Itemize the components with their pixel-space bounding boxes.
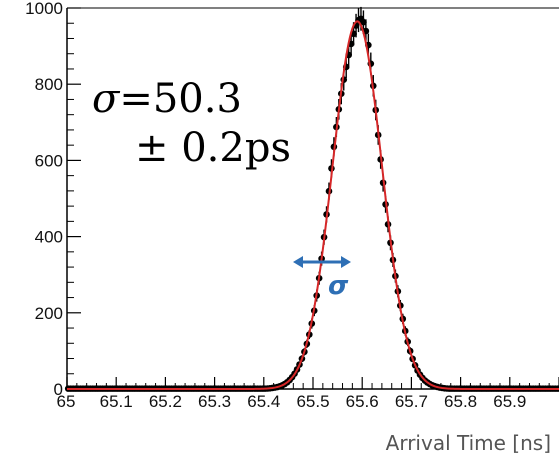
x-tick-label: 65.9 [493,392,526,411]
data-point [360,18,367,26]
width-marker-label: σ [328,271,349,301]
sigma-symbol: σ [92,76,121,122]
x-tick-label: 65.8 [444,392,477,411]
x-tick-label: 65.7 [395,392,428,411]
y-tick-label: 0 [54,380,63,399]
width-arrow-right-head [341,256,351,268]
y-axis: 0 200 400 600 800 1000 [25,0,81,399]
width-arrow-left-head [293,256,303,268]
sigma-annotation-line1: σ=50.3 [92,76,242,122]
y-tick-label: 400 [35,228,63,247]
plot-frame [66,7,559,390]
x-tick-label: 65.5 [296,392,329,411]
width-marker: σ [293,256,351,301]
sigma-annotation-line2: ± 0.2ps [135,125,291,171]
sigma-value: =50.3 [119,76,242,122]
x-axis-title: Arrival Time [ns] [386,431,551,455]
fit-curve [67,20,559,390]
x-tick-label: 65.3 [198,392,231,411]
y-tick-label: 1000 [25,0,63,18]
y-tick-label: 800 [35,75,63,94]
fit-line [67,20,559,390]
x-tick-label: 65.1 [100,392,133,411]
x-tick-label: 65.2 [149,392,182,411]
y-tick-label: 200 [35,304,63,323]
x-tick-label: 65 [57,392,76,411]
data-points [64,6,559,392]
y-tick-label: 600 [35,151,63,170]
x-tick-label: 65.6 [346,392,379,411]
x-tick-label: 65.4 [247,392,280,411]
